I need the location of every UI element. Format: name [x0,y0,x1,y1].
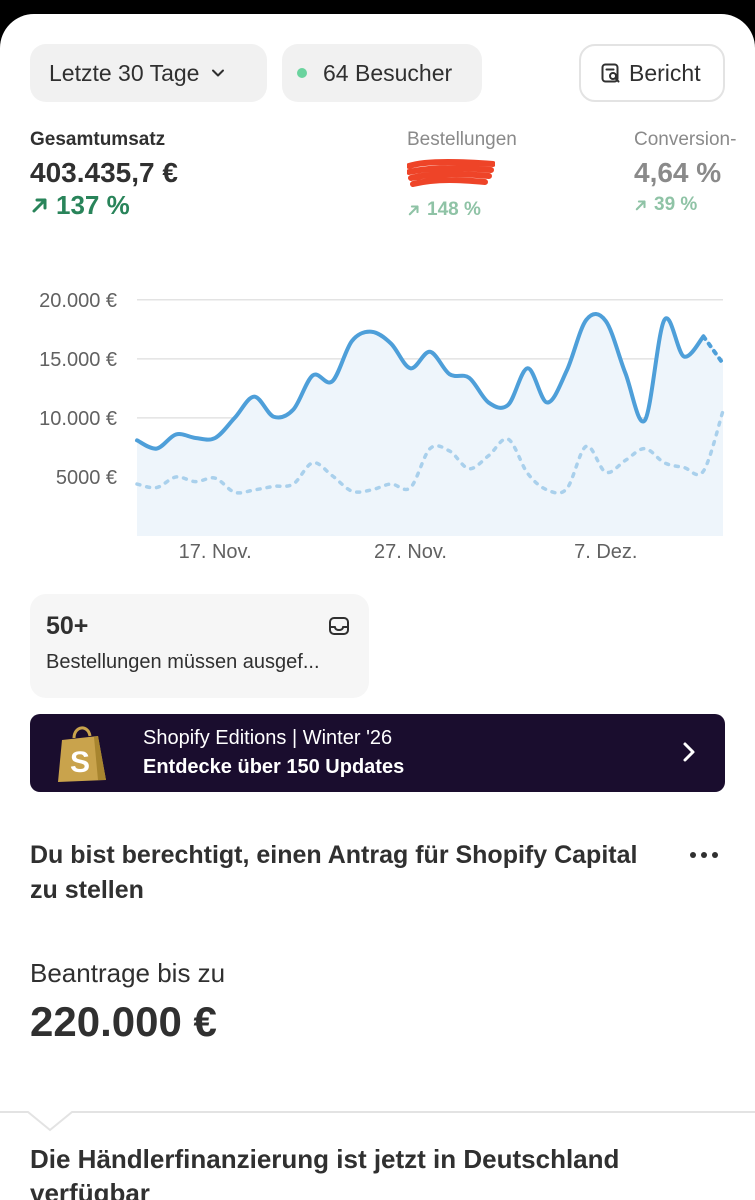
shopify-bag-logo: S [58,726,106,782]
x-tick-label: 17. Nov. [179,541,252,563]
orders-to-fulfill-card[interactable]: 50+ Bestellungen müssen ausgef... [30,594,369,698]
svg-text:S: S [70,746,90,779]
metric-value: 403.435,7 € [30,157,178,188]
redaction-scribble [406,159,496,187]
y-tick-label: 5000 € [56,467,117,489]
home-screen: Letzte 30 Tage 64 Besucher Bericht Gesam… [0,14,755,1200]
sales-chart[interactable]: 20.000 € 15.000 € 10.000 € 5000 € 17. Nov. 27… [0,266,755,586]
metric-total-sales[interactable]: Gesamtumsatz 403.435,7 € 137 % [30,128,178,220]
metric-delta-value: 39 % [654,194,698,215]
y-tick-label: 20.000 € [39,290,117,312]
report-button[interactable]: Bericht [579,44,725,102]
live-visitors-button[interactable]: 64 Besucher [282,44,482,102]
arrow-up-right-icon [635,200,646,211]
date-range-dropdown[interactable]: Letzte 30 Tage [30,44,267,102]
chevron-down-icon [212,69,225,77]
metric-conversion[interactable]: Conversion- 4,64 % 39 % [634,128,755,220]
series-line-primary [135,312,706,451]
y-tick-label: 15.000 € [39,349,117,371]
x-tick-label: 7. Dez. [574,541,637,563]
capital-eligibility-title: Du bist berechtigt, einen Antrag für Sho… [30,841,638,904]
metric-delta: 148 % [407,195,517,225]
arrow-up-right-icon [32,198,47,213]
apply-label: Beantrage bis zu [30,958,226,988]
live-dot-icon [297,68,307,78]
orders-count: 50+ [46,612,89,640]
report-icon [601,63,620,83]
metric-delta: 137 % [30,190,178,220]
report-label: Bericht [629,59,701,86]
banner-subtitle: Entdecke über 150 Updates [143,756,405,778]
metric-orders[interactable]: Bestellungen 148 % [406,128,517,225]
metric-label: Gesamtumsatz [30,129,166,150]
more-options-icon[interactable] [690,852,718,858]
series-line-comparison [135,409,725,495]
arrow-up-right-icon [408,205,419,216]
visitors-label: 64 Besucher [323,59,453,86]
metric-delta: 39 % [634,190,755,220]
metric-label: Bestellungen [407,129,517,150]
series-line-primary-projection [701,334,725,366]
section-divider [0,1111,755,1132]
orders-description: Bestellungen müssen ausgef... [46,651,320,673]
metric-delta-value: 148 % [427,199,481,220]
financing-title: Die Händlerfinanzierung ist jetzt in Deu… [30,1144,620,1200]
metric-delta-value: 137 % [56,190,130,220]
shopify-editions-banner[interactable]: S Shopify Editions | Winter '26 Entdecke… [30,714,725,792]
metric-value: 4,64 % [634,157,722,188]
series-area [137,314,723,536]
chevron-right-icon [683,742,695,762]
x-tick-label: 27. Nov. [374,541,447,563]
inbox-icon [329,617,349,635]
y-tick-label: 10.000 € [39,408,117,430]
apply-amount: 220.000 € [30,998,217,1045]
date-range-label: Letzte 30 Tage [49,59,200,86]
banner-title: Shopify Editions | Winter '26 [143,727,393,749]
metric-label: Conversion- [634,129,737,150]
